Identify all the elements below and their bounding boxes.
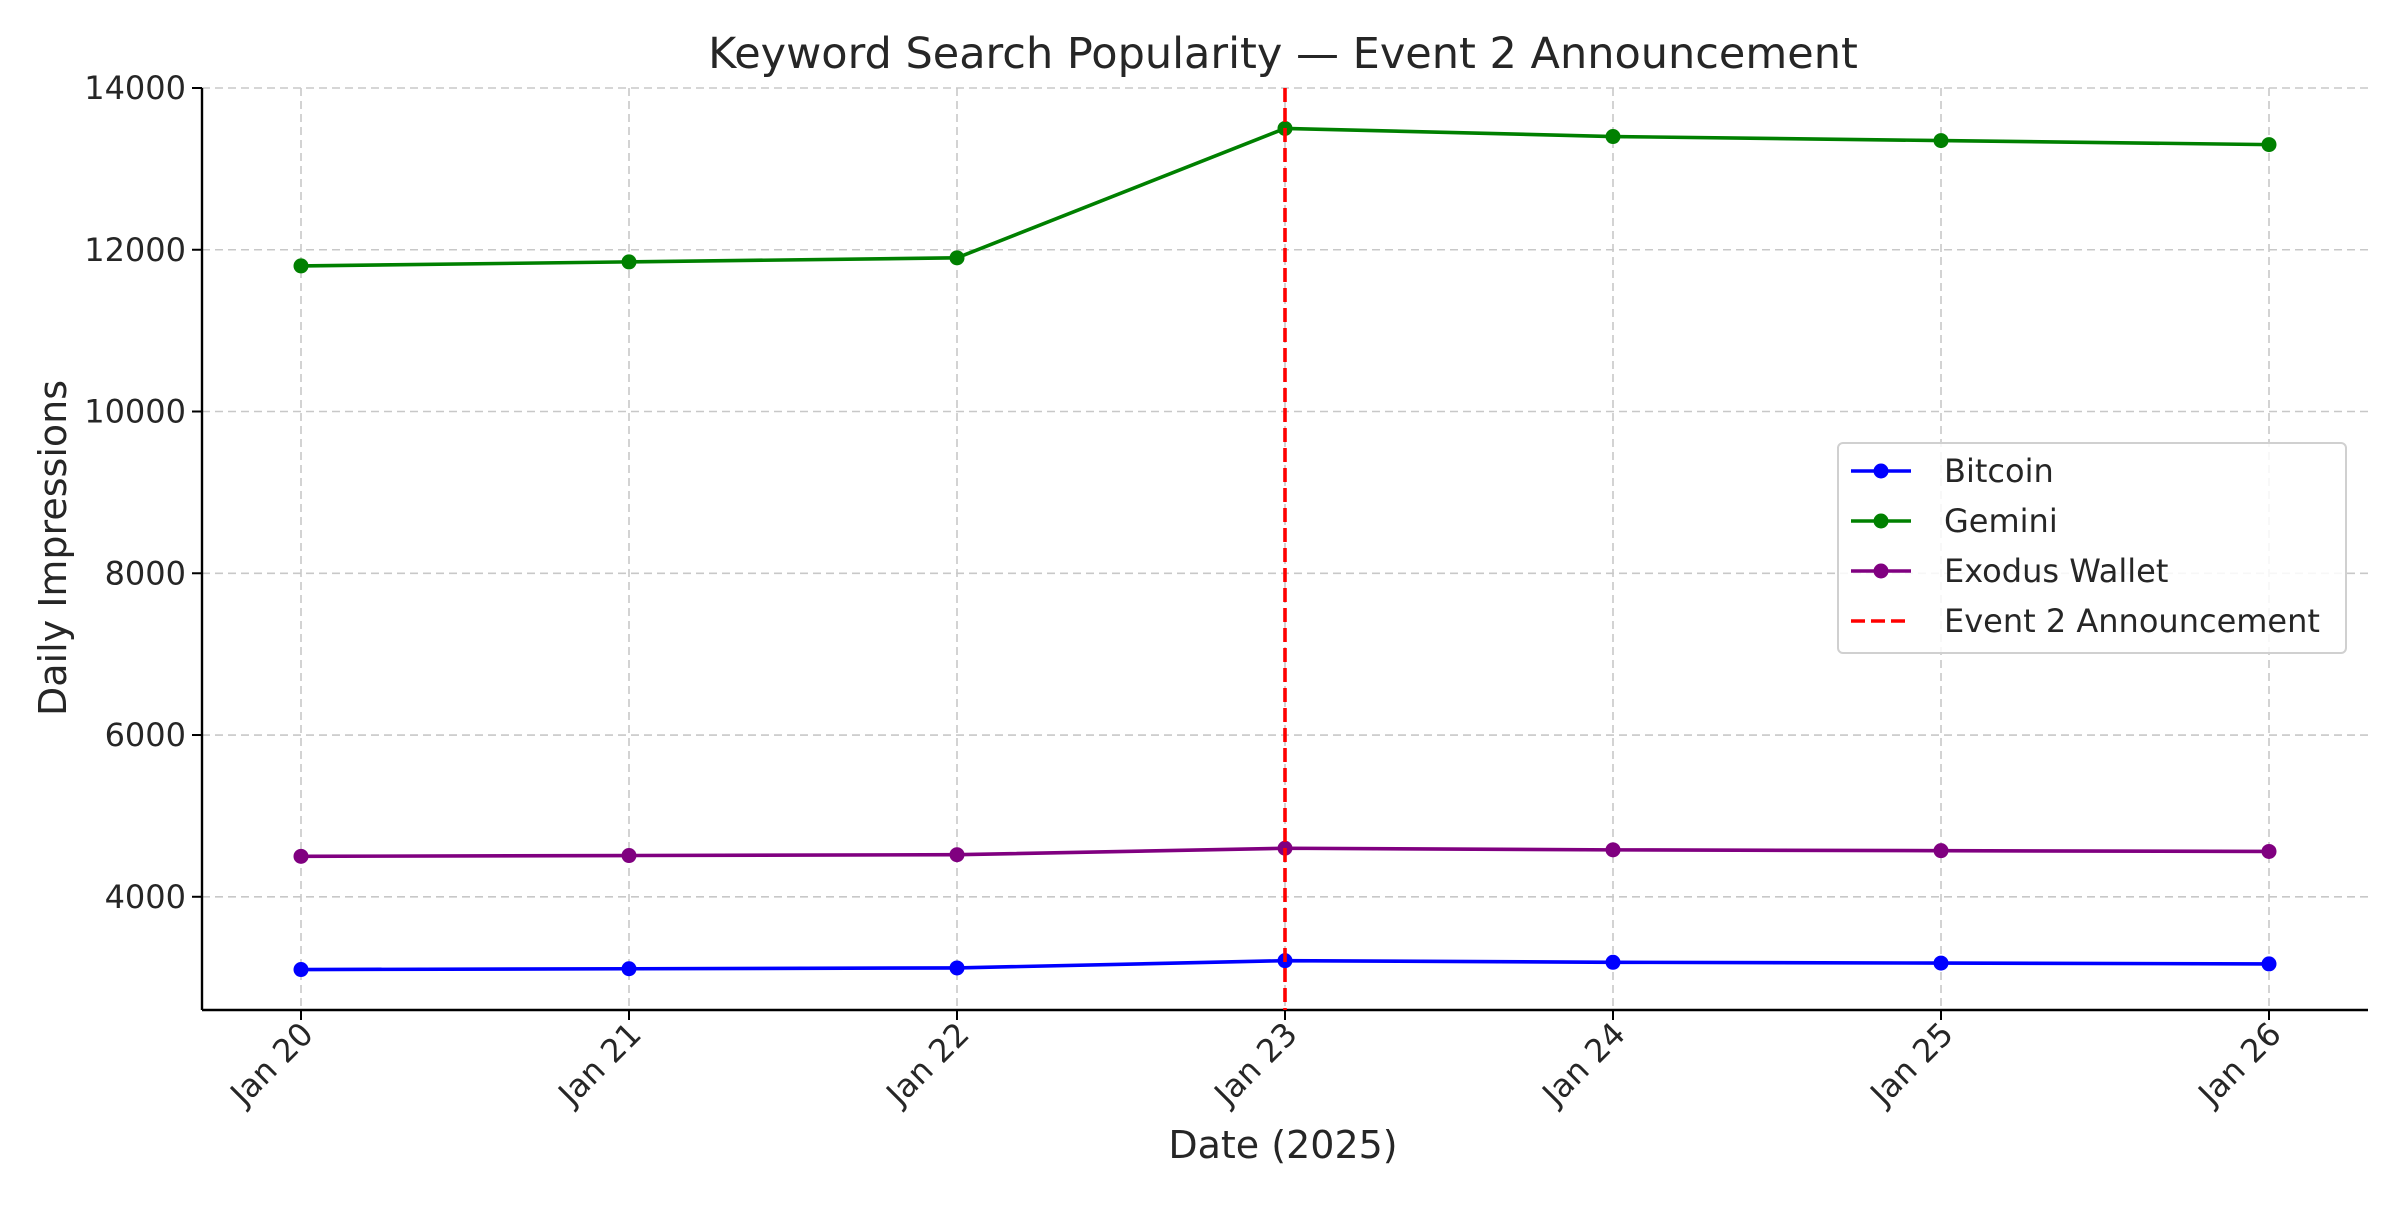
data-point — [621, 848, 637, 864]
x-tick-label: Jan 23 — [1206, 1015, 1305, 1114]
y-tick-label: 14000 — [84, 69, 186, 107]
y-tick-label: 6000 — [105, 716, 186, 754]
chart-title: Keyword Search Popularity — Event 2 Anno… — [708, 29, 1858, 79]
x-tick-label: Jan 21 — [550, 1015, 649, 1114]
legend-label: Bitcoin — [1944, 452, 2054, 490]
legend-marker — [1873, 563, 1889, 579]
data-point — [2261, 956, 2277, 972]
data-point — [293, 848, 309, 864]
data-point — [2261, 137, 2277, 153]
x-tick-label: Jan 20 — [222, 1015, 321, 1114]
legend: Bitcoin Gemini Exodus Wallet Event 2 Announ… — [1837, 442, 2347, 654]
y-tick-label: 4000 — [105, 878, 186, 916]
x-axis-label: Date (2025) — [1168, 1123, 1397, 1167]
data-point — [949, 250, 965, 266]
data-point — [2261, 843, 2277, 859]
x-tick-label: Jan 25 — [1862, 1015, 1961, 1114]
data-point — [1605, 842, 1621, 858]
x-tick-label: Jan 24 — [1534, 1015, 1633, 1114]
data-point — [1605, 954, 1621, 970]
legend-label: Gemini — [1944, 502, 2058, 540]
x-tick-label: Jan 22 — [878, 1015, 977, 1114]
data-point — [1933, 133, 1949, 149]
data-point — [949, 960, 965, 976]
data-point — [293, 962, 309, 978]
data-point — [1933, 843, 1949, 859]
data-point — [1933, 955, 1949, 971]
legend-marker — [1873, 513, 1889, 529]
legend-marker — [1873, 463, 1889, 479]
y-tick-label: 12000 — [84, 231, 186, 269]
legend-box — [1837, 442, 2347, 654]
y-tick-label: 10000 — [84, 393, 186, 431]
data-point — [621, 961, 637, 977]
data-point — [949, 847, 965, 863]
legend-label: Event 2 Announcement — [1944, 602, 2320, 640]
x-tick-label: Jan 26 — [2190, 1015, 2289, 1114]
y-axis-label: Daily Impressions — [31, 380, 75, 716]
plot-area — [293, 88, 2277, 1010]
data-point — [293, 258, 309, 274]
data-point — [1605, 129, 1621, 145]
data-point — [621, 254, 637, 270]
legend-label: Exodus Wallet — [1944, 552, 2168, 590]
y-tick-label: 8000 — [105, 554, 186, 592]
